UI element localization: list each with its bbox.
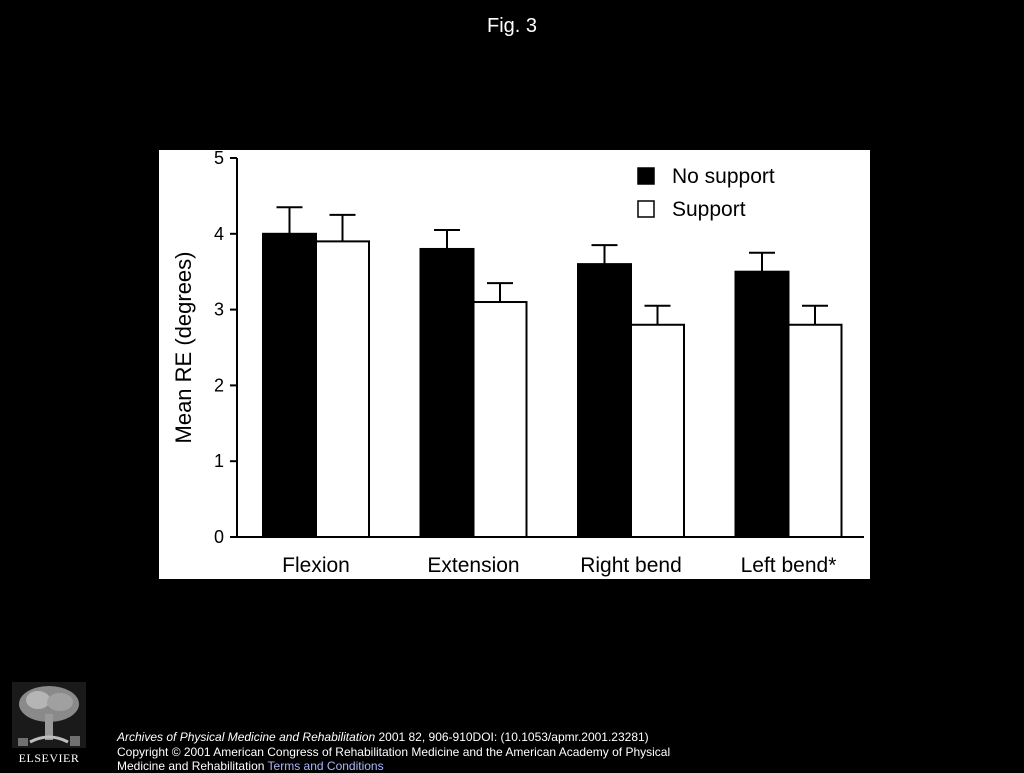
y-axis-label: Mean RE (degrees): [171, 252, 196, 444]
footer-citation: Archives of Physical Medicine and Rehabi…: [117, 730, 717, 773]
y-tick-label: 5: [214, 150, 224, 168]
publisher-wordmark: ELSEVIER: [18, 751, 80, 765]
terms-link[interactable]: Terms and Conditions: [267, 759, 384, 773]
copyright-line: Copyright © 2001 American Congress of Re…: [117, 745, 717, 773]
copyright-text: Copyright © 2001 American Congress of Re…: [117, 745, 671, 773]
slide-title: Fig. 3: [486, 15, 538, 37]
journal-name: Archives of Physical Medicine and Rehabi…: [117, 730, 376, 744]
x-tick-label: Extension: [427, 554, 519, 577]
bar-support: [472, 301, 528, 538]
x-tick-label: Flexion: [282, 554, 350, 577]
legend-swatch: [637, 167, 655, 185]
bar-support: [315, 240, 370, 538]
legend-label: Support: [672, 198, 746, 221]
bar-support: [787, 323, 843, 538]
y-tick-label: 3: [214, 300, 224, 320]
bar-no-support: [419, 247, 475, 539]
publisher-logo: ELSEVIER: [10, 680, 88, 766]
bar-chart: 0 1 2 3 4 5 Mean RE (degrees) Flexion Extension R…: [171, 150, 864, 577]
elsevier-tree-icon: [12, 682, 86, 748]
y-tick-label: 2: [214, 375, 224, 395]
x-tick-label: Right bend: [580, 554, 682, 577]
bar-no-support: [262, 232, 317, 539]
y-tick-label: 0: [214, 527, 224, 547]
y-tick-label: 4: [214, 224, 224, 244]
x-tick-label: Left bend*: [741, 554, 837, 577]
citation-text: 2001 82, 906-910DOI: (10.1053/apmr.2001.…: [375, 730, 649, 744]
bar-chart-panel: 0 1 2 3 4 5 Mean RE (degrees) Flexion Extension R…: [159, 150, 870, 579]
legend-swatch: [637, 200, 655, 218]
bar-no-support: [577, 263, 632, 539]
y-tick-label: 1: [214, 451, 224, 471]
bar-support: [630, 323, 685, 538]
legend-label: No support: [672, 165, 775, 188]
bar-no-support: [734, 270, 790, 538]
